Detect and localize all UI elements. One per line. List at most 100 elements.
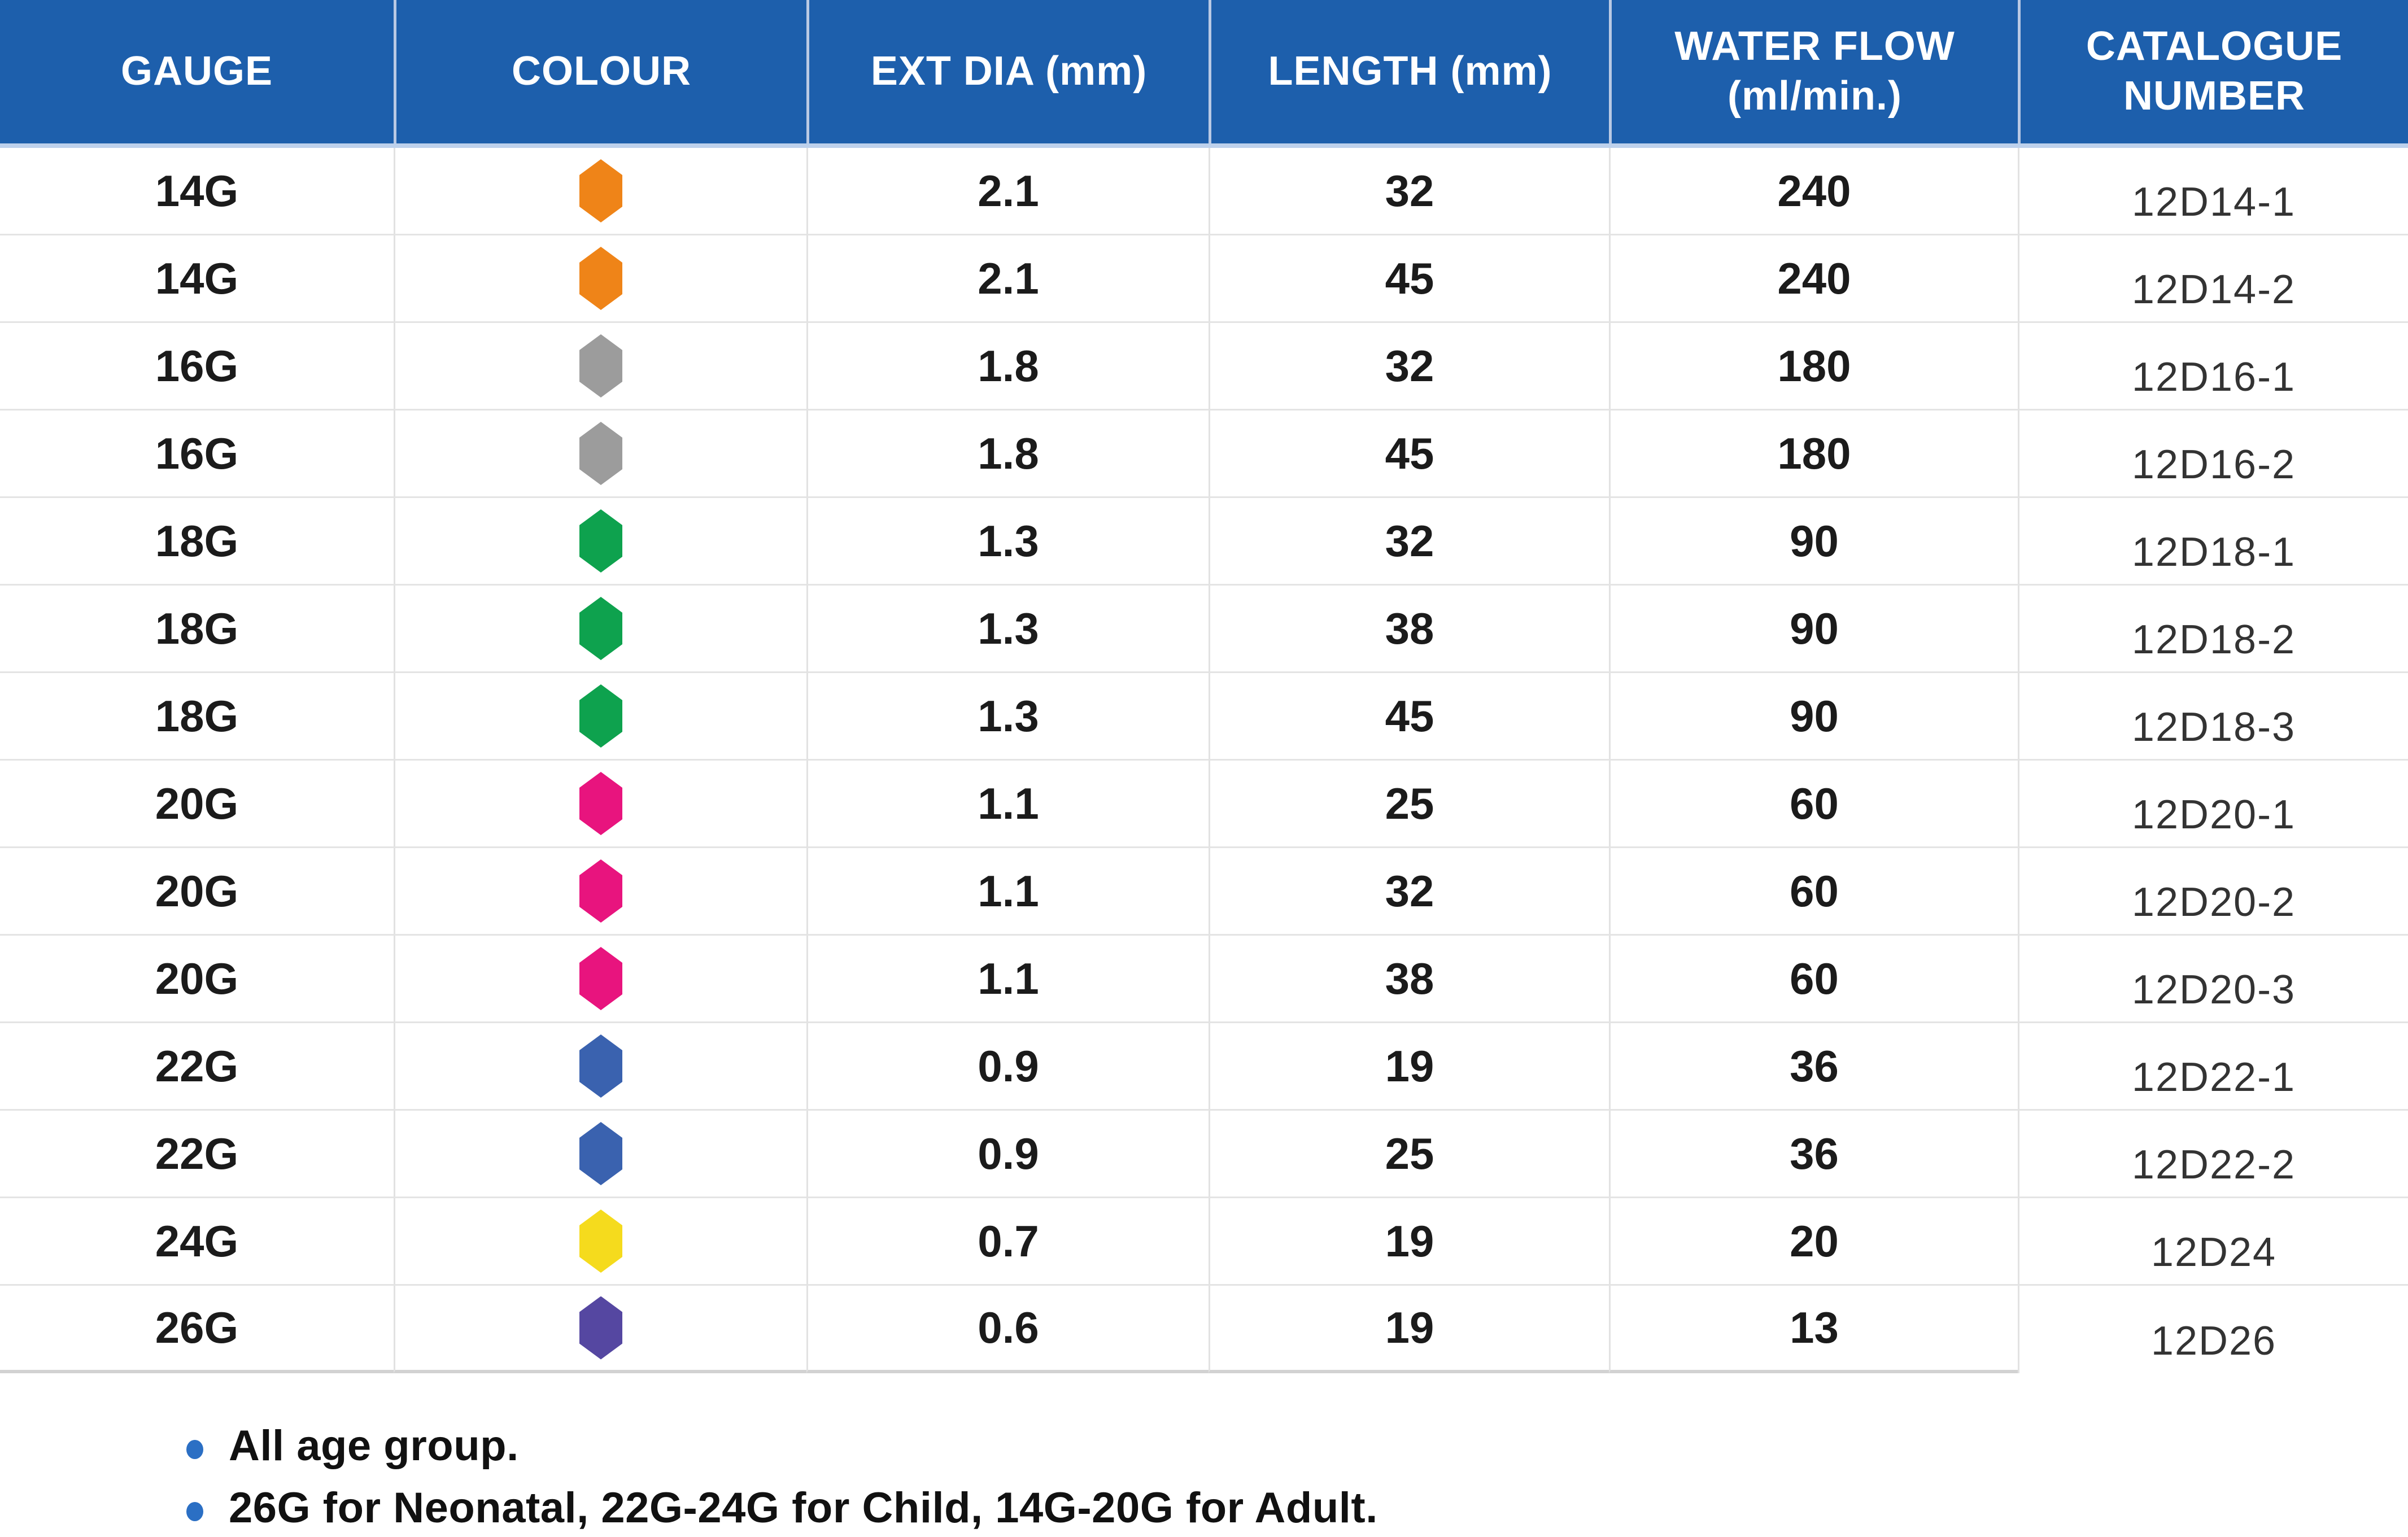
ext-dia-cell: 0.6 [806,1286,1209,1373]
colour-swatch-hexagon-icon [579,1296,622,1360]
footnote-item: 26G for Neonatal, 22G-24G for Child, 14G… [186,1477,2408,1537]
water-flow-cell: 36 [1609,1111,2018,1198]
table-body: 14G 2.1 32 240 12D14-1 14G 2.1 45 240 [0,148,2408,1373]
ext-dia-cell: 1.1 [806,936,1209,1023]
catalogue-number-text: 12D22-1 [2131,1055,2296,1100]
footnote-text: 26G for Neonatal, 22G-24G for Child, 14G… [229,1484,1378,1532]
water-flow-cell: 60 [1609,936,2018,1023]
gauge-cell: 14G [0,235,394,323]
table-row: 24G 0.7 19 20 12D24 [0,1198,2408,1286]
catalogue-number-text: 12D26 [2150,1318,2277,1364]
water-flow-cell: 13 [1609,1286,2018,1373]
colour-swatch-hexagon-icon [579,334,622,398]
gauge-cell: 26G [0,1286,394,1373]
bullet-dot-icon [186,1502,203,1521]
water-flow-cell: 180 [1609,323,2018,411]
ext-dia-cell: 0.7 [806,1198,1209,1286]
catalogue-number-cell: 12D18-1 [2018,498,2408,586]
catalogue-number-text: 12D18-1 [2131,530,2296,575]
column-header-catalogue-number: CATALOGUE NUMBER [2018,0,2408,143]
colour-swatch-hexagon-icon [579,684,622,748]
water-flow-cell: 90 [1609,498,2018,586]
footnotes: All age group. 26G for Neonatal, 22G-24G… [186,1415,2408,1537]
bullet-dot-icon [186,1440,203,1459]
length-cell: 32 [1209,148,1609,235]
colour-cell [394,323,806,411]
ext-dia-cell: 2.1 [806,148,1209,235]
ext-dia-cell: 1.3 [806,586,1209,673]
gauge-cell: 22G [0,1111,394,1198]
colour-cell [394,1111,806,1198]
colour-cell [394,1286,806,1373]
colour-swatch-hexagon-icon [579,1122,622,1185]
length-cell: 45 [1209,673,1609,761]
ext-dia-cell: 2.1 [806,235,1209,323]
table-row: 14G 2.1 32 240 12D14-1 [0,148,2408,235]
colour-cell [394,148,806,235]
catalogue-number-cell: 12D18-3 [2018,673,2408,761]
table-row: 18G 1.3 45 90 12D18-3 [0,673,2408,761]
gauge-cell: 22G [0,1023,394,1111]
colour-swatch-hexagon-icon [579,1209,622,1273]
table-row: 16G 1.8 45 180 12D16-2 [0,411,2408,498]
ext-dia-cell: 1.3 [806,673,1209,761]
gauge-cell: 20G [0,761,394,848]
catalogue-number-cell: 12D20-1 [2018,761,2408,848]
catalogue-number-text: 12D14-2 [2131,267,2296,312]
gauge-cell: 20G [0,936,394,1023]
colour-cell [394,1198,806,1286]
catalogue-number-cell: 12D26 [2018,1286,2408,1373]
gauge-cell: 18G [0,498,394,586]
table-header-row: GAUGE COLOUR EXT DIA (mm) LENGTH (mm) WA… [0,0,2408,148]
colour-cell [394,586,806,673]
table-row: 22G 0.9 25 36 12D22-2 [0,1111,2408,1198]
colour-cell [394,673,806,761]
catalogue-number-cell: 12D16-1 [2018,323,2408,411]
catalogue-number-text: 12D16-1 [2131,355,2296,400]
catalogue-number-cell: 12D14-2 [2018,235,2408,323]
length-cell: 38 [1209,936,1609,1023]
colour-cell [394,498,806,586]
colour-swatch-hexagon-icon [579,597,622,660]
ext-dia-cell: 1.3 [806,498,1209,586]
footnote-text: All age group. [229,1422,519,1470]
table-row: 14G 2.1 45 240 12D14-2 [0,235,2408,323]
water-flow-cell: 240 [1609,148,2018,235]
length-cell: 45 [1209,235,1609,323]
catalogue-number-cell: 12D20-2 [2018,848,2408,936]
footnote-item: All age group. [186,1415,2408,1477]
catalogue-number-text: 12D22-2 [2131,1142,2296,1187]
length-cell: 32 [1209,848,1609,936]
colour-cell [394,936,806,1023]
catalogue-number-text: 12D20-1 [2131,792,2296,837]
catalogue-number-cell: 12D16-2 [2018,411,2408,498]
catalogue-number-text: 12D18-3 [2131,705,2296,750]
table-row: 22G 0.9 19 36 12D22-1 [0,1023,2408,1111]
water-flow-cell: 240 [1609,235,2018,323]
colour-swatch-hexagon-icon [579,509,622,573]
table-row: 26G 0.6 19 13 12D26 [0,1286,2408,1373]
gauge-cell: 24G [0,1198,394,1286]
length-cell: 25 [1209,1111,1609,1198]
table-row: 16G 1.8 32 180 12D16-1 [0,323,2408,411]
ext-dia-cell: 1.1 [806,848,1209,936]
length-cell: 19 [1209,1198,1609,1286]
water-flow-cell: 36 [1609,1023,2018,1111]
column-header-water-flow: WATER FLOW (ml/min.) [1609,0,2018,143]
gauge-cell: 20G [0,848,394,936]
catalogue-number-text: 12D16-2 [2131,442,2296,487]
colour-swatch-hexagon-icon [579,859,622,923]
colour-swatch-hexagon-icon [579,422,622,485]
catalogue-number-text: 12D20-3 [2131,967,2296,1012]
gauge-cell: 14G [0,148,394,235]
water-flow-cell: 60 [1609,761,2018,848]
ext-dia-cell: 0.9 [806,1023,1209,1111]
colour-swatch-hexagon-icon [579,247,622,310]
length-cell: 19 [1209,1023,1609,1111]
catalogue-number-text: 12D24 [2150,1230,2277,1275]
column-header-colour: COLOUR [394,0,806,143]
colour-cell [394,235,806,323]
length-cell: 32 [1209,498,1609,586]
ext-dia-cell: 1.8 [806,411,1209,498]
